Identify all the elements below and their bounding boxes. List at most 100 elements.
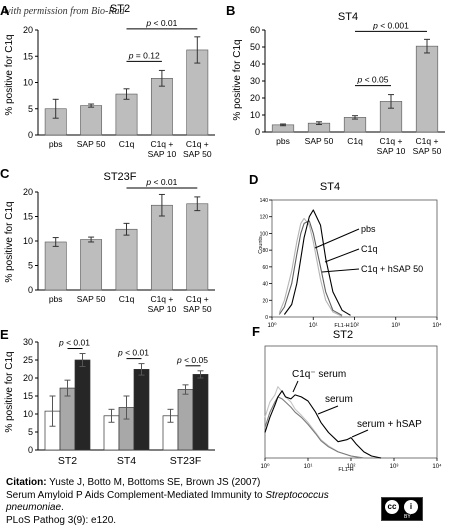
- panel-e-bracket-label-1-rest: < 0.01: [123, 348, 150, 358]
- panel-e-bar-2-2: [192, 374, 209, 451]
- panel-f-xlabel: FL1-H: [338, 467, 353, 473]
- panel-a-ytick-label-1: 5: [28, 104, 33, 114]
- panel-c-bar-4: [186, 203, 209, 291]
- panel-b-category-label-3-line-1: SAP 10: [377, 146, 406, 156]
- panel-d-ytick-label-7: 140: [260, 198, 269, 204]
- citation-title: Serum Amyloid P Aids Complement-Mediated…: [6, 489, 266, 501]
- panel-b-ytick-label-4: 40: [250, 59, 260, 69]
- panel-d-ylabel: Counts: [258, 236, 264, 254]
- panel-f-xtick-label-1: 10¹: [304, 464, 313, 470]
- panel-b-ytick-label-3: 30: [250, 76, 260, 86]
- panel-b-bracket-label-1: p < 0.05: [357, 75, 389, 85]
- panel-b-ytick-label-5: 50: [250, 42, 260, 52]
- panel-b-bracket-label-0: p < 0.001: [372, 20, 409, 30]
- panel-d-arrow-pbs: [314, 228, 360, 249]
- panel-a-ytick-label-3: 15: [23, 51, 33, 61]
- panel-d-xtick-label-2: 10²: [350, 323, 359, 329]
- panel-e-group-label-2: ST23F: [170, 455, 202, 467]
- panel-a-letter: A: [0, 3, 10, 18]
- panel-a-category-label-2: C1q: [119, 139, 135, 149]
- panel-a-category-label-3-line-1: SAP 10: [148, 149, 177, 159]
- citation-title-end: .: [61, 502, 64, 513]
- panel-e-ytick-label-2: 10: [23, 409, 33, 419]
- panel-b-category-label-4: C1q + SAP 50: [413, 136, 442, 156]
- panel-c-title: ST23F: [103, 171, 136, 183]
- panel-f-label-c1q-neg-serum: C1q⁻ serum: [292, 369, 346, 380]
- panel-b-category-label-4-line-1: SAP 50: [413, 146, 442, 156]
- panel-d-curve-2: [283, 209, 351, 316]
- panel-c-ytick-label-4: 20: [23, 187, 33, 197]
- panel-a: A ST2 % positive for C1q 0 5 10 15 20 pbs SAP …: [0, 3, 215, 159]
- panel-d-letter: D: [249, 172, 258, 187]
- panel-a-bracket-label-0: p < 0.01: [145, 18, 177, 28]
- panel-d-xtick-label-4: 10⁴: [432, 322, 442, 329]
- panel-d-label-pbs: pbs: [361, 224, 376, 234]
- panel-c-category-label-4-line-1: SAP 50: [183, 304, 212, 314]
- panel-f-arrow-c1q-neg-serum: [292, 380, 299, 393]
- panel-a-ylabel: % positive for C1q: [4, 34, 15, 115]
- panel-d-ytick-label-4: 80: [262, 248, 268, 254]
- panel-e-bracket-label-2: p < 0.05: [176, 355, 208, 365]
- panel-a-bracket-label-0-p: p: [145, 18, 151, 28]
- panel-e-ylabel: % positive for C1q: [4, 351, 15, 432]
- panel-b-category-label-1-line-0: SAP 50: [305, 136, 334, 146]
- citation-title-species: Streptococcus pneumoniae: [6, 489, 329, 514]
- panel-d-ytick-label-0: 0: [265, 315, 268, 321]
- panel-e-bracket-label-2-rest: < 0.05: [182, 355, 209, 365]
- figure-canvas: with permission from Bio-Rad A ST2 % pos…: [0, 3, 445, 473]
- panel-a-bar-3: [150, 78, 173, 136]
- panel-a-bracket-label-1-rest: = 0.12: [133, 50, 160, 60]
- panel-d-arrow-c1q-hsap: [321, 268, 360, 273]
- panel-f-curve-2: [264, 390, 382, 459]
- panel-a-bracket-label-1-p: p: [128, 50, 134, 60]
- panel-a-category-label-2-line-0: C1q: [119, 139, 135, 149]
- panel-c-ytick-label-1: 5: [28, 261, 33, 271]
- panel-c-ylabel: % positive for C1q: [4, 201, 15, 282]
- panel-a-title: ST2: [110, 3, 130, 15]
- panel-e-ytick-label-3: 15: [23, 391, 33, 401]
- panel-c-bar-3: [150, 204, 173, 291]
- panel-b-category-label-0: pbs: [276, 136, 290, 146]
- panel-f-arrow-serum-hsap: [351, 429, 369, 438]
- panel-e-group-label-0: ST2: [58, 455, 77, 467]
- panel-e-bar-1-2: [133, 369, 150, 451]
- panel-e-letter: E: [0, 327, 9, 342]
- panel-a-category-label-1: SAP 50: [77, 139, 106, 149]
- panel-d-ytick-label-1: 20: [262, 298, 268, 304]
- panel-f-curve-1: [264, 396, 364, 459]
- panel-e-bar-2-1: [177, 389, 194, 451]
- panel-e-group-label-1: ST4: [117, 455, 136, 467]
- panel-b-ylabel: % positive for C1q: [232, 39, 243, 120]
- panel-f-xtick-label-4: 10⁴: [432, 463, 442, 470]
- panel-f: F ST2 FL1-H 10⁰ 10¹ 10² 10³ 10⁴ C1q⁻ serum s…: [252, 324, 442, 473]
- panel-d-xtick-label-3: 10³: [391, 323, 400, 329]
- cc-by-license-badge[interactable]: cc i BY: [381, 497, 423, 521]
- panel-c-category-label-2: C1q: [119, 294, 135, 304]
- panel-c-bracket-label-0: p < 0.01: [145, 177, 177, 187]
- panel-e-ytick-label-6: 30: [23, 337, 33, 347]
- panel-d-frame: [271, 199, 438, 318]
- panel-e-ytick-label-5: 25: [23, 355, 33, 365]
- by-caption: BY: [404, 514, 411, 520]
- panel-a-category-label-0: pbs: [49, 139, 63, 149]
- panel-e-bracket-label-1: p < 0.01: [117, 348, 149, 358]
- panel-a-category-label-4-line-0: C1q +: [186, 139, 209, 149]
- panel-d-ytick-label-2: 40: [262, 282, 268, 288]
- panel-a-ytick-label-2: 10: [23, 78, 33, 88]
- attribution-icon: i: [404, 500, 418, 514]
- panel-a-bracket-label-1: p = 0.12: [128, 50, 160, 60]
- panel-c-category-label-0-line-0: pbs: [49, 294, 63, 304]
- panel-c: C ST23F % positive for C1q 0 5 10 15 20 pbs SA…: [0, 166, 215, 314]
- panel-a-category-label-0-line-0: pbs: [49, 139, 63, 149]
- panel-e-ytick-label-4: 20: [23, 373, 33, 383]
- panel-d-xtick-label-1: 10¹: [309, 323, 318, 329]
- panel-b-category-label-0-line-0: pbs: [276, 136, 290, 146]
- panel-c-ytick-label-2: 10: [23, 236, 33, 246]
- panel-c-bar-1: [80, 239, 103, 291]
- panel-c-category-label-3: C1q + SAP 10: [148, 294, 177, 314]
- panel-c-category-label-4-line-0: C1q +: [186, 294, 209, 304]
- panel-c-bar-0: [44, 241, 67, 291]
